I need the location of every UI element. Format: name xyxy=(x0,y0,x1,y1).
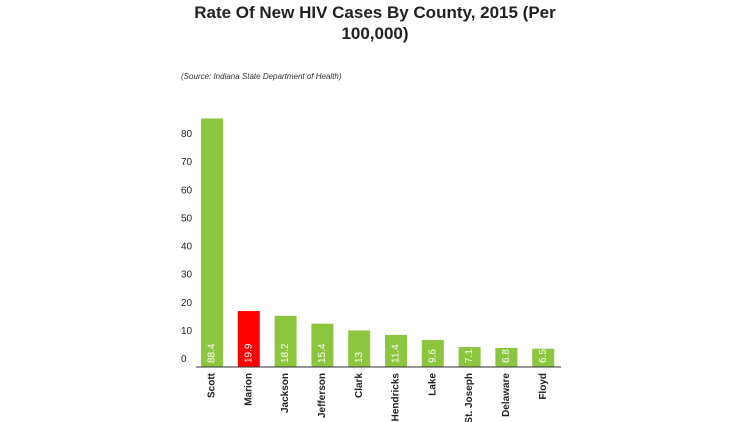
category-label: Scott xyxy=(207,372,218,398)
category-label: Hendricks xyxy=(391,373,402,422)
data-label: 6.5 xyxy=(538,349,549,363)
category-label: St. Joseph xyxy=(464,373,475,422)
data-label: 88.4 xyxy=(207,343,218,363)
data-label: 18.2 xyxy=(280,343,291,363)
bar xyxy=(532,348,555,367)
y-tick-label: 40 xyxy=(181,242,193,253)
bar xyxy=(348,330,371,367)
y-tick-label: 70 xyxy=(181,157,193,168)
chart-title: Rate Of New HIV Cases By County, 2015 (P… xyxy=(194,3,556,43)
source-note: (Source: Indiana State Department of Hea… xyxy=(181,72,342,81)
y-tick-label: 50 xyxy=(181,213,193,224)
category-label: Jackson xyxy=(280,373,291,413)
y-tick-label: 20 xyxy=(181,298,193,309)
category-label: Lake xyxy=(427,373,438,396)
y-tick-label: 80 xyxy=(181,129,193,140)
bar xyxy=(311,323,334,367)
data-label: 15.4 xyxy=(317,343,328,363)
y-tick-label: 30 xyxy=(181,270,193,281)
category-label: Delaware xyxy=(501,373,512,417)
y-tick-label: 0 xyxy=(181,354,187,365)
bar xyxy=(385,334,407,367)
bar xyxy=(201,118,223,368)
data-label: 11.4 xyxy=(391,344,402,363)
data-label: 13 xyxy=(354,351,365,363)
bar xyxy=(274,315,297,367)
y-tick-label: 10 xyxy=(181,326,193,337)
category-label: Clark xyxy=(354,373,365,398)
data-label: 6.8 xyxy=(501,349,512,363)
bar xyxy=(495,347,518,367)
data-label: 7.1 xyxy=(464,349,475,363)
bar xyxy=(237,311,260,367)
category-label: Jefferson xyxy=(317,373,328,418)
category-label: Marion xyxy=(243,373,254,406)
data-label: 19.9 xyxy=(243,343,254,363)
category-label: Floyd xyxy=(538,373,549,400)
data-label: 9.6 xyxy=(427,349,438,363)
bar xyxy=(421,340,444,367)
bar xyxy=(458,347,481,367)
y-tick-label: 60 xyxy=(181,185,193,196)
